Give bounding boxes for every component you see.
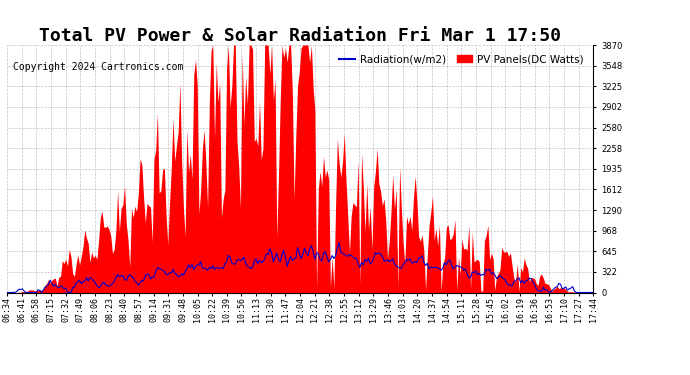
Legend: Radiation(w/m2), PV Panels(DC Watts): Radiation(w/m2), PV Panels(DC Watts) (335, 50, 588, 69)
Title: Total PV Power & Solar Radiation Fri Mar 1 17:50: Total PV Power & Solar Radiation Fri Mar… (39, 27, 561, 45)
Text: Copyright 2024 Cartronics.com: Copyright 2024 Cartronics.com (13, 62, 183, 72)
